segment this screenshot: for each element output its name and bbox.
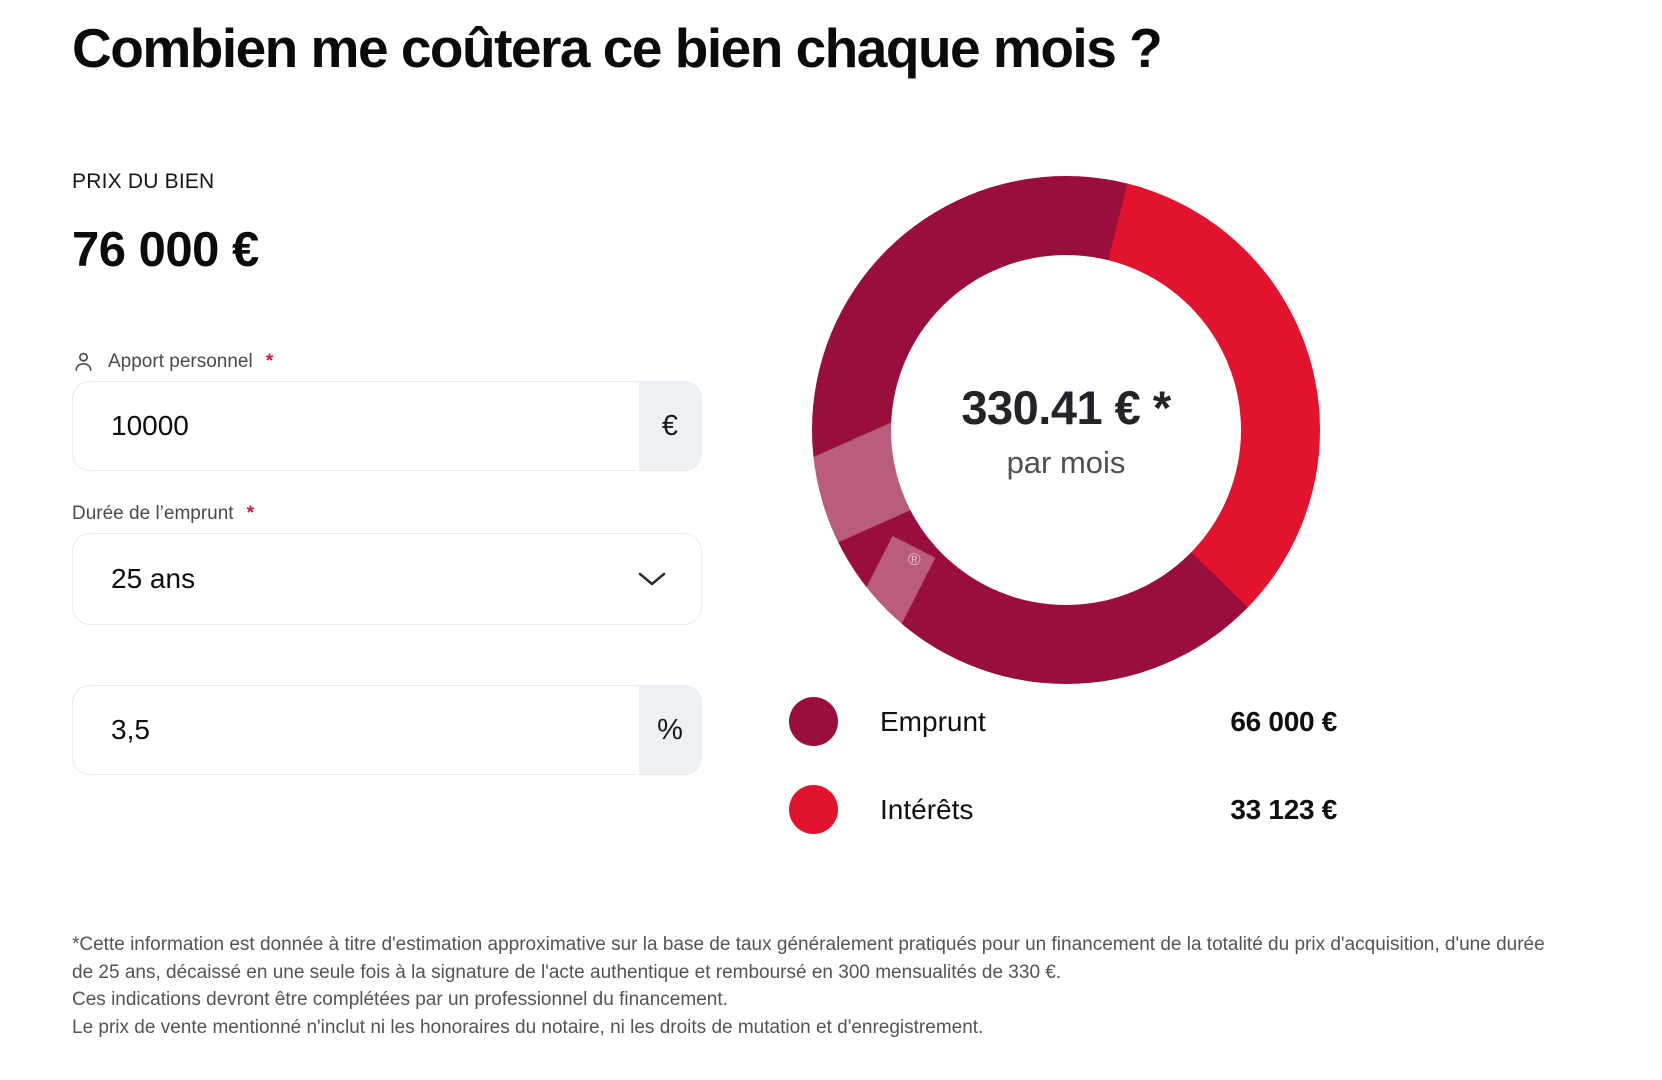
apport-input-group: € bbox=[72, 381, 702, 471]
duree-selected-value: 25 ans bbox=[111, 563, 196, 594]
disclaimer-line: *Cette information est donnée à titre d'… bbox=[72, 934, 1545, 955]
disclaimer-line: Le prix de vente mentionné n'inclut ni l… bbox=[72, 1016, 984, 1038]
monthly-payment-caption: par mois bbox=[1006, 444, 1126, 480]
duree-required-mark: * bbox=[246, 503, 254, 524]
donut-ring: ® 330.41 € * par mois bbox=[778, 176, 1320, 684]
legend-row-interets: Intérêts 33 123 € bbox=[789, 785, 1337, 834]
interets-amount: 33 123 € bbox=[1230, 793, 1337, 825]
chevron-down-icon bbox=[638, 572, 666, 586]
emprunt-color-dot bbox=[789, 697, 838, 746]
watermark-band bbox=[852, 535, 936, 637]
property-price-value: 76 000 € bbox=[72, 223, 259, 277]
apport-required-mark: * bbox=[265, 350, 274, 372]
disclaimer-text: *Cette information est donnée à titre d'… bbox=[72, 931, 1602, 1041]
registered-trademark-icon: ® bbox=[908, 550, 921, 569]
chart-legend: Emprunt 66 000 € Intérêts 33 123 € bbox=[789, 697, 1337, 873]
duree-label-row: Durée de l’emprunt * bbox=[72, 503, 254, 525]
taux-input-group: % bbox=[72, 685, 702, 775]
interets-label: Intérêts bbox=[880, 793, 974, 825]
property-price-label: PRIX DU BIEN bbox=[72, 170, 215, 193]
apport-currency-suffix: € bbox=[639, 382, 701, 470]
person-icon bbox=[72, 350, 95, 373]
apport-label: Apport personnel bbox=[108, 350, 253, 372]
disclaimer-line: de 25 ans, décaissé en une seule fois à … bbox=[72, 961, 1062, 983]
donut-center: 330.41 € * par mois bbox=[891, 255, 1241, 605]
monthly-payment-value: 330.41 € * bbox=[961, 380, 1171, 434]
disclaimer-line: Ces indications devront être complétées … bbox=[72, 989, 728, 1010]
legend-row-emprunt: Emprunt 66 000 € bbox=[789, 697, 1337, 746]
interets-color-dot bbox=[789, 785, 838, 834]
duree-select[interactable]: 25 ans bbox=[72, 533, 702, 625]
emprunt-label: Emprunt bbox=[880, 705, 986, 737]
apport-input[interactable] bbox=[73, 382, 639, 470]
taux-percent-suffix: % bbox=[639, 686, 701, 774]
taux-input[interactable] bbox=[73, 686, 639, 774]
apport-label-row: Apport personnel * bbox=[72, 350, 273, 373]
page-title: Combien me coûtera ce bien chaque mois ? bbox=[72, 17, 1163, 79]
duree-label: Durée de l’emprunt bbox=[72, 503, 234, 524]
emprunt-amount: 66 000 € bbox=[1230, 705, 1337, 737]
